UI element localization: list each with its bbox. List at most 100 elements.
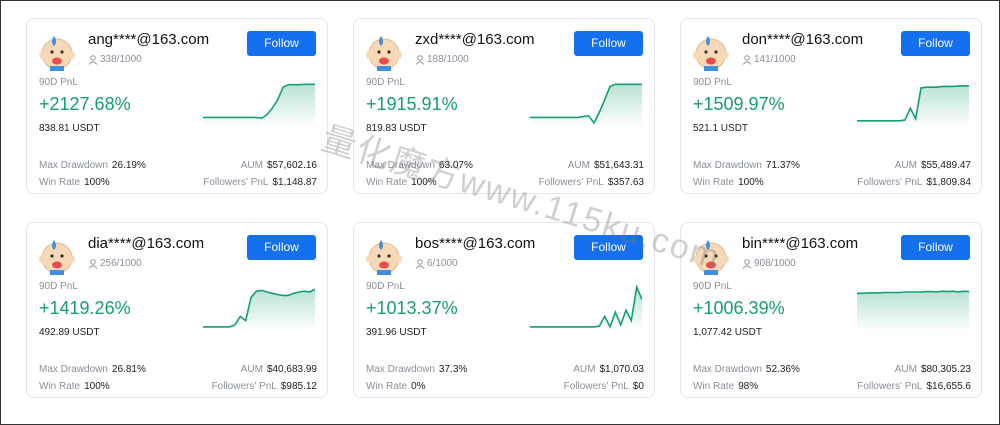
stat-label: AUM bbox=[240, 364, 263, 375]
stat-row: Followers' PnL $1,809.84 bbox=[857, 172, 971, 190]
stat-value: $1,809.84 bbox=[926, 177, 972, 188]
stat-value: $80,305.23 bbox=[920, 364, 971, 375]
stat-row: Max Drawdown 26.81% bbox=[39, 359, 146, 377]
followers-count: 908/1000 bbox=[754, 258, 796, 269]
stat-label: Win Rate bbox=[39, 177, 81, 188]
stat-label: Win Rate bbox=[39, 381, 81, 392]
sparkline bbox=[530, 83, 642, 127]
trader-card: dia****@163.com 256/1000 Follow 90D PnL +141… bbox=[26, 222, 328, 398]
pnl-usdt: 492.89 USDT bbox=[39, 327, 100, 338]
pnl-label: 90D PnL bbox=[366, 77, 405, 88]
stat-value: $51,643.31 bbox=[593, 160, 644, 171]
pnl-label: 90D PnL bbox=[39, 77, 78, 88]
trader-card: zxd****@163.com 188/1000 Follow 90D PnL +191… bbox=[353, 18, 655, 194]
stat-row: Followers' PnL $0 bbox=[564, 376, 644, 394]
pnl-usdt: 819.83 USDT bbox=[366, 123, 427, 134]
stat-value: 71.37% bbox=[765, 160, 800, 171]
stat-row: Max Drawdown 63.07% bbox=[366, 155, 473, 173]
avatar bbox=[366, 240, 402, 275]
stat-row: AUM $1,070.03 bbox=[573, 359, 644, 377]
stat-label: Max Drawdown bbox=[39, 364, 108, 375]
pnl-label: 90D PnL bbox=[39, 281, 78, 292]
trader-name: dia****@163.com bbox=[88, 235, 205, 252]
stat-row: Win Rate 100% bbox=[39, 376, 110, 394]
stat-value: $0 bbox=[632, 381, 644, 392]
user-icon bbox=[415, 55, 425, 65]
stat-label: Followers' PnL bbox=[857, 177, 923, 188]
trader-card: don****@163.com 141/1000 Follow 90D PnL +150… bbox=[680, 18, 982, 194]
stat-label: Win Rate bbox=[366, 381, 408, 392]
stat-row: Win Rate 98% bbox=[693, 376, 758, 394]
stat-row: AUM $80,305.23 bbox=[895, 359, 971, 377]
stat-label: Max Drawdown bbox=[39, 160, 108, 171]
stat-label: Followers' PnL bbox=[203, 177, 269, 188]
stat-value: $1,070.03 bbox=[599, 364, 645, 375]
stat-row: AUM $57,602.16 bbox=[241, 155, 317, 173]
pnl-percent: +1419.26% bbox=[39, 298, 131, 318]
stat-row: Followers' PnL $357.63 bbox=[539, 172, 644, 190]
user-icon bbox=[88, 55, 98, 65]
stat-label: AUM bbox=[894, 160, 917, 171]
stat-value: $985.12 bbox=[280, 381, 317, 392]
stat-value: 52.36% bbox=[765, 364, 800, 375]
trader-name: don****@163.com bbox=[742, 31, 864, 48]
stat-row: Win Rate 0% bbox=[366, 376, 426, 394]
stat-value: 26.19% bbox=[111, 160, 146, 171]
stat-label: Max Drawdown bbox=[366, 160, 435, 171]
avatar bbox=[693, 240, 729, 275]
stat-label: Max Drawdown bbox=[693, 160, 762, 171]
stat-value: $16,655.6 bbox=[926, 381, 972, 392]
stat-label: Followers' PnL bbox=[211, 381, 277, 392]
stat-value: $57,602.16 bbox=[266, 160, 317, 171]
stat-row: AUM $40,683.99 bbox=[241, 359, 317, 377]
stat-label: Win Rate bbox=[366, 177, 408, 188]
followers-count: 6/1000 bbox=[427, 258, 458, 269]
user-icon bbox=[88, 259, 98, 269]
stat-row: Followers' PnL $16,655.6 bbox=[857, 376, 971, 394]
follow-button[interactable]: Follow bbox=[901, 31, 970, 56]
pnl-usdt: 838.81 USDT bbox=[39, 123, 100, 134]
follow-button[interactable]: Follow bbox=[574, 31, 643, 56]
pnl-percent: +1006.39% bbox=[693, 298, 785, 318]
follow-button[interactable]: Follow bbox=[901, 235, 970, 260]
stat-value: $40,683.99 bbox=[266, 364, 317, 375]
stat-row: Win Rate 100% bbox=[366, 172, 437, 190]
follow-button[interactable]: Follow bbox=[247, 31, 316, 56]
stat-row: Win Rate 100% bbox=[39, 172, 110, 190]
stat-value: 37.3% bbox=[438, 364, 468, 375]
trader-name: bos****@163.com bbox=[415, 235, 536, 252]
stat-value: $357.63 bbox=[607, 177, 644, 188]
stat-label: AUM bbox=[573, 364, 596, 375]
pnl-usdt: 521.1 USDT bbox=[693, 123, 749, 134]
stat-row: Followers' PnL $1,148.87 bbox=[203, 172, 317, 190]
follow-button[interactable]: Follow bbox=[574, 235, 643, 260]
stat-label: Win Rate bbox=[693, 177, 735, 188]
stat-value: $1,148.87 bbox=[272, 177, 318, 188]
stat-value: 0% bbox=[411, 381, 426, 392]
pnl-percent: +1915.91% bbox=[366, 94, 458, 114]
pnl-label: 90D PnL bbox=[366, 281, 405, 292]
stat-value: 100% bbox=[411, 177, 437, 188]
pnl-usdt: 1,077.42 USDT bbox=[693, 327, 762, 338]
trader-card: bin****@163.com 908/1000 Follow 90D PnL +100… bbox=[680, 222, 982, 398]
stat-value: 100% bbox=[84, 381, 110, 392]
stat-value: 26.81% bbox=[111, 364, 146, 375]
followers-count: 256/1000 bbox=[100, 258, 142, 269]
pnl-percent: +2127.68% bbox=[39, 94, 131, 114]
stat-label: Max Drawdown bbox=[693, 364, 762, 375]
stat-row: AUM $51,643.31 bbox=[568, 155, 644, 173]
trader-name: zxd****@163.com bbox=[415, 31, 535, 48]
pnl-percent: +1509.97% bbox=[693, 94, 785, 114]
stat-row: AUM $55,489.47 bbox=[895, 155, 971, 173]
user-icon bbox=[415, 259, 425, 269]
follow-button[interactable]: Follow bbox=[247, 235, 316, 260]
stat-label: Followers' PnL bbox=[563, 381, 629, 392]
pnl-percent: +1013.37% bbox=[366, 298, 458, 318]
sparkline bbox=[857, 290, 969, 331]
stat-label: Followers' PnL bbox=[857, 381, 923, 392]
avatar bbox=[39, 36, 75, 71]
user-icon bbox=[742, 259, 752, 269]
stat-row: Max Drawdown 52.36% bbox=[693, 359, 800, 377]
trader-name: ang****@163.com bbox=[88, 31, 210, 48]
